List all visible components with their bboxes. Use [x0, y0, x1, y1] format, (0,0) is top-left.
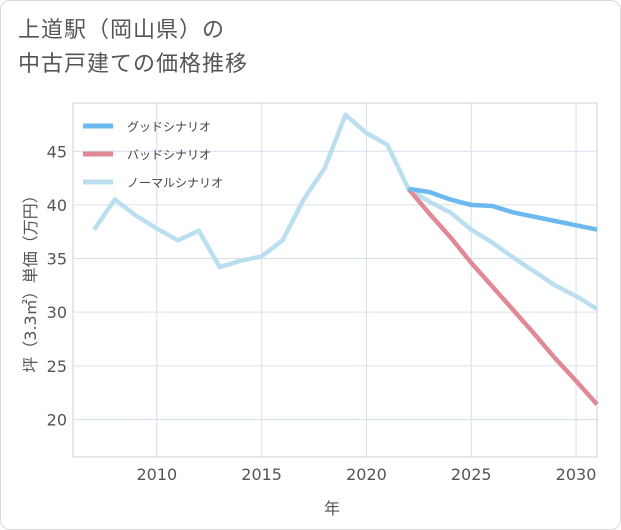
x-tick-label: 2015: [241, 465, 282, 484]
title-line-2: 中古戸建ての価格推移: [18, 52, 249, 77]
y-tick-label: 40: [47, 196, 67, 215]
legend-label-0[interactable]: グッドシナリオ: [127, 120, 211, 134]
series-lines: [92, 112, 599, 406]
legend-label-1[interactable]: バッドシナリオ: [127, 148, 211, 162]
y-tick-label: 20: [47, 410, 67, 429]
x-tick-labels: 2010 2015 2020 2025 2030: [136, 465, 596, 484]
x-tick-label: 2010: [136, 465, 177, 484]
y-tick-label: 45: [47, 142, 67, 161]
x-tick-label: 2030: [556, 465, 597, 484]
y-axis-title: 坪（3.3㎡）単価（万円）: [21, 187, 40, 372]
series-line-1: [406, 187, 599, 406]
y-tick-labels: 20 25 30 35 40 45: [47, 142, 67, 429]
x-tick-label: 2025: [451, 465, 492, 484]
series-line-0: [408, 186, 598, 232]
x-tick-label: 2020: [346, 465, 387, 484]
x-axis-title: 年: [324, 499, 340, 518]
y-tick-label: 30: [47, 303, 67, 322]
legend-label-2[interactable]: ノーマルシナリオ: [127, 176, 223, 190]
y-tick-label: 25: [47, 357, 67, 376]
y-tick-label: 35: [47, 250, 67, 269]
grid-lines: [73, 103, 597, 457]
plot-area: [72, 102, 598, 458]
chart-title: 上道駅（岡山県）の 中古戸建ての価格推移: [18, 14, 248, 82]
title-line-1: 上道駅（岡山県）の: [18, 18, 226, 43]
series-line-2: [92, 112, 599, 311]
